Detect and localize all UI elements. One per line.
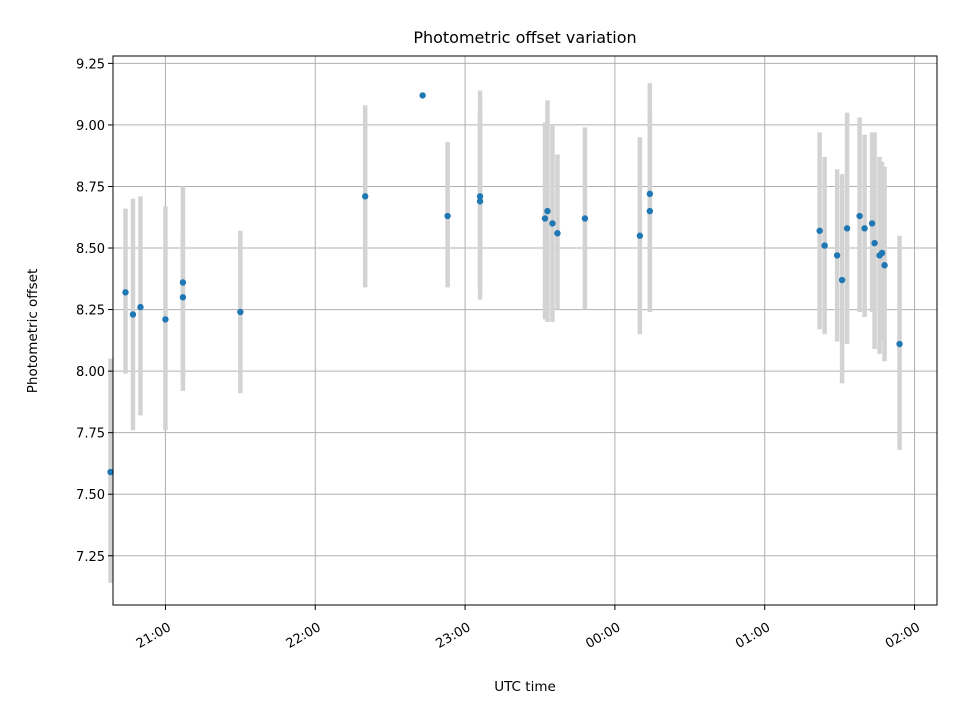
data-point (179, 294, 187, 301)
y-tick-label: 8.75 (76, 180, 105, 195)
y-tick-label: 7.25 (76, 550, 105, 565)
data-point (554, 230, 561, 237)
data-point (646, 207, 654, 215)
data-point (843, 225, 851, 232)
data-point (162, 316, 169, 323)
data-point (868, 220, 876, 227)
y-tick-label: 8.00 (76, 365, 105, 380)
data-point (871, 239, 878, 247)
y-tick-label: 9.25 (76, 57, 105, 72)
data-point (838, 276, 846, 284)
data-point (856, 212, 863, 220)
data-point (636, 232, 644, 239)
chart-title: Photometric offset variation (413, 28, 636, 47)
data-point (541, 215, 549, 222)
x-axis-label: UTC time (494, 679, 556, 695)
data-points (107, 92, 903, 476)
data-point (878, 249, 886, 257)
data-point (821, 242, 828, 249)
data-point (179, 279, 187, 286)
plot-area (113, 56, 937, 605)
data-point (896, 340, 903, 348)
data-point (861, 225, 868, 232)
data-point (544, 207, 551, 215)
data-point (476, 193, 484, 200)
data-point (816, 227, 823, 234)
y-tick-label: 7.50 (76, 488, 105, 503)
data-point (646, 190, 654, 198)
data-point (419, 92, 426, 99)
data-point (122, 289, 129, 296)
data-point (237, 308, 244, 316)
y-axis-ticks: 7.25 7.50 7.75 8.00 8.25 8.50 8.75 9.00 9.25 (76, 57, 113, 565)
data-point (361, 193, 369, 200)
data-point (881, 262, 888, 269)
data-point (476, 198, 484, 205)
data-point (137, 303, 144, 311)
y-tick-label: 8.50 (76, 242, 105, 257)
axes-frame (112, 55, 938, 606)
y-axis-label: Photometric offset (25, 269, 41, 393)
data-point (581, 215, 589, 222)
data-point (833, 252, 841, 259)
data-point (129, 311, 137, 318)
y-tick-label: 9.00 (76, 119, 105, 134)
data-point (444, 212, 451, 220)
data-point (107, 468, 114, 476)
grid-lines (113, 56, 937, 605)
y-tick-label: 8.25 (76, 304, 105, 319)
data-point (549, 220, 556, 227)
y-tick-label: 7.75 (76, 427, 105, 442)
